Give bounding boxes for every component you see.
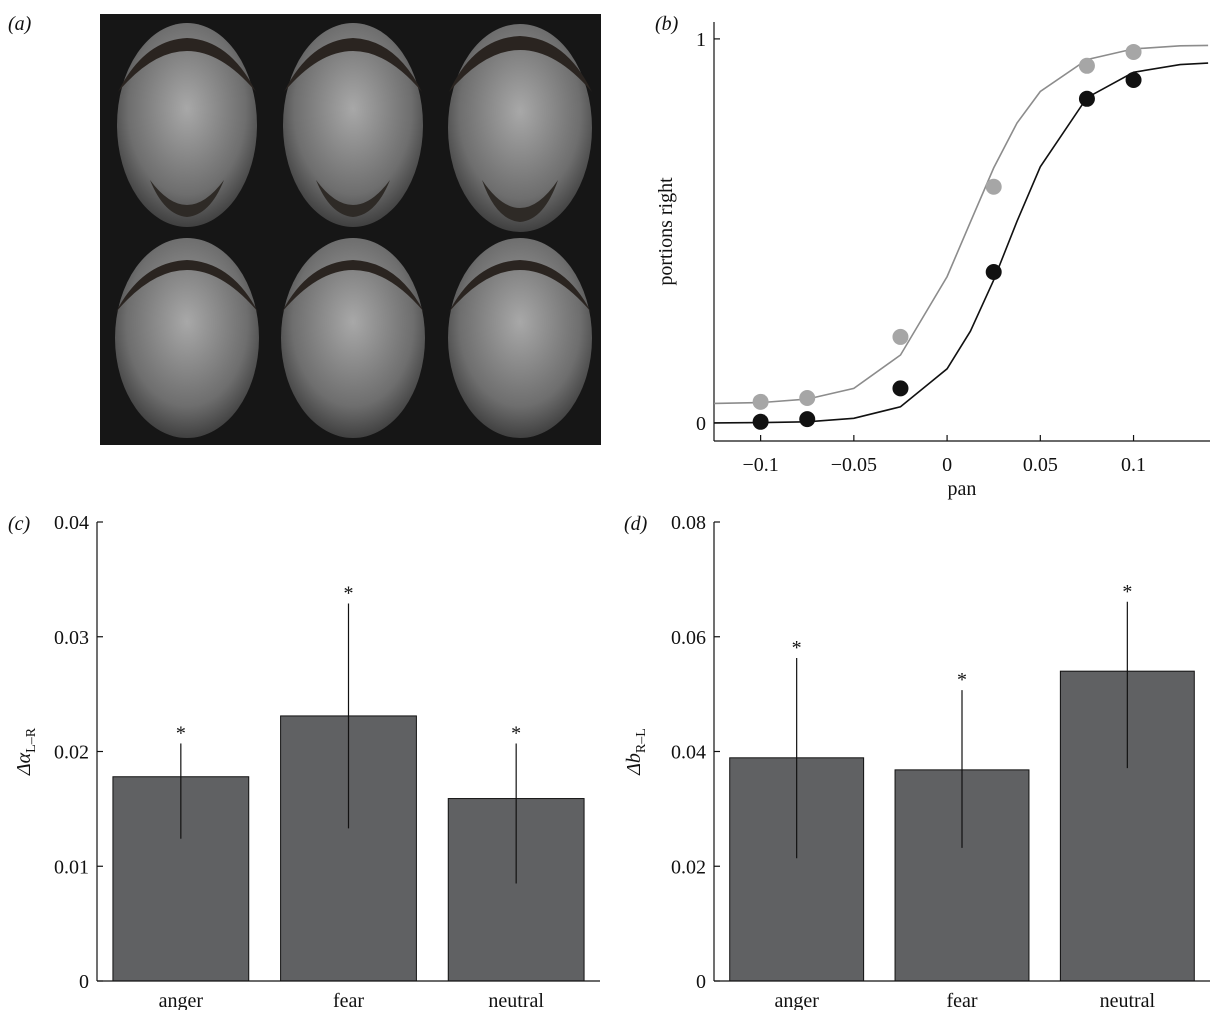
x-tick-label: fear [333, 990, 364, 1010]
x-tick-label: anger [774, 990, 819, 1010]
data-point [799, 411, 816, 428]
panel-label: (a) [8, 13, 32, 35]
y-axis-label: ΔbR–L [623, 728, 649, 776]
x-axis-label: pan [948, 478, 977, 500]
data-point [985, 264, 1002, 281]
face-photo [100, 14, 601, 445]
y-tick-label: 0.03 [54, 627, 89, 649]
faces [115, 23, 592, 438]
x-tick-label: 0.1 [1121, 454, 1146, 476]
panel-label: (d) [624, 513, 648, 535]
x-tick-label: −0.1 [742, 454, 778, 476]
panel-label: (b) [655, 13, 679, 35]
y-tick-label: 0.06 [671, 627, 706, 649]
data-point [1078, 90, 1095, 107]
significance-star: * [176, 722, 186, 744]
y-tick-label: 0.04 [671, 742, 706, 764]
x-tick-label: 0 [942, 454, 952, 476]
y-tick-label: 0 [696, 971, 706, 993]
data-point [1125, 71, 1142, 88]
y-tick-label: 0.02 [54, 742, 89, 764]
y-tick-label: 0 [696, 413, 706, 435]
y-axis-label-sub: L–R [24, 727, 39, 753]
y-tick-label: 0.01 [54, 856, 89, 878]
x-tick-label: 0.05 [1023, 454, 1058, 476]
significance-star: * [957, 669, 967, 691]
significance-star: * [1122, 581, 1132, 603]
x-tick-label: fear [946, 990, 977, 1010]
data-point [752, 393, 769, 410]
significance-star: * [511, 722, 521, 744]
y-tick-label: 0.02 [671, 856, 706, 878]
y-axis-label-main: Δb [623, 753, 645, 776]
data-point [752, 413, 769, 430]
data-point [985, 178, 1002, 195]
significance-star: * [344, 582, 354, 604]
x-tick-label: neutral [1100, 990, 1156, 1010]
y-axis-label: ΔαL–R [13, 727, 39, 776]
panel-label: (c) [8, 513, 31, 535]
y-tick-label: 1 [696, 29, 706, 51]
data-point [799, 389, 816, 406]
y-axis-label-sub: R–L [634, 728, 649, 753]
y-tick-label: 0.04 [54, 512, 89, 534]
x-tick-label: −0.05 [831, 454, 877, 476]
significance-star: * [792, 637, 802, 659]
fit-curve [713, 62, 1209, 424]
data-point [1125, 43, 1142, 60]
y-axis-label: portions right [655, 177, 677, 286]
y-axis-label-main: Δα [13, 752, 35, 776]
y-tick-label: 0 [79, 971, 89, 993]
data-point [892, 328, 909, 345]
x-tick-label: anger [159, 990, 204, 1010]
y-tick-label: 0.08 [671, 512, 706, 534]
data-point [1078, 57, 1095, 74]
fit-curve [713, 44, 1209, 405]
data-point [892, 380, 909, 397]
x-tick-label: neutral [488, 990, 544, 1010]
